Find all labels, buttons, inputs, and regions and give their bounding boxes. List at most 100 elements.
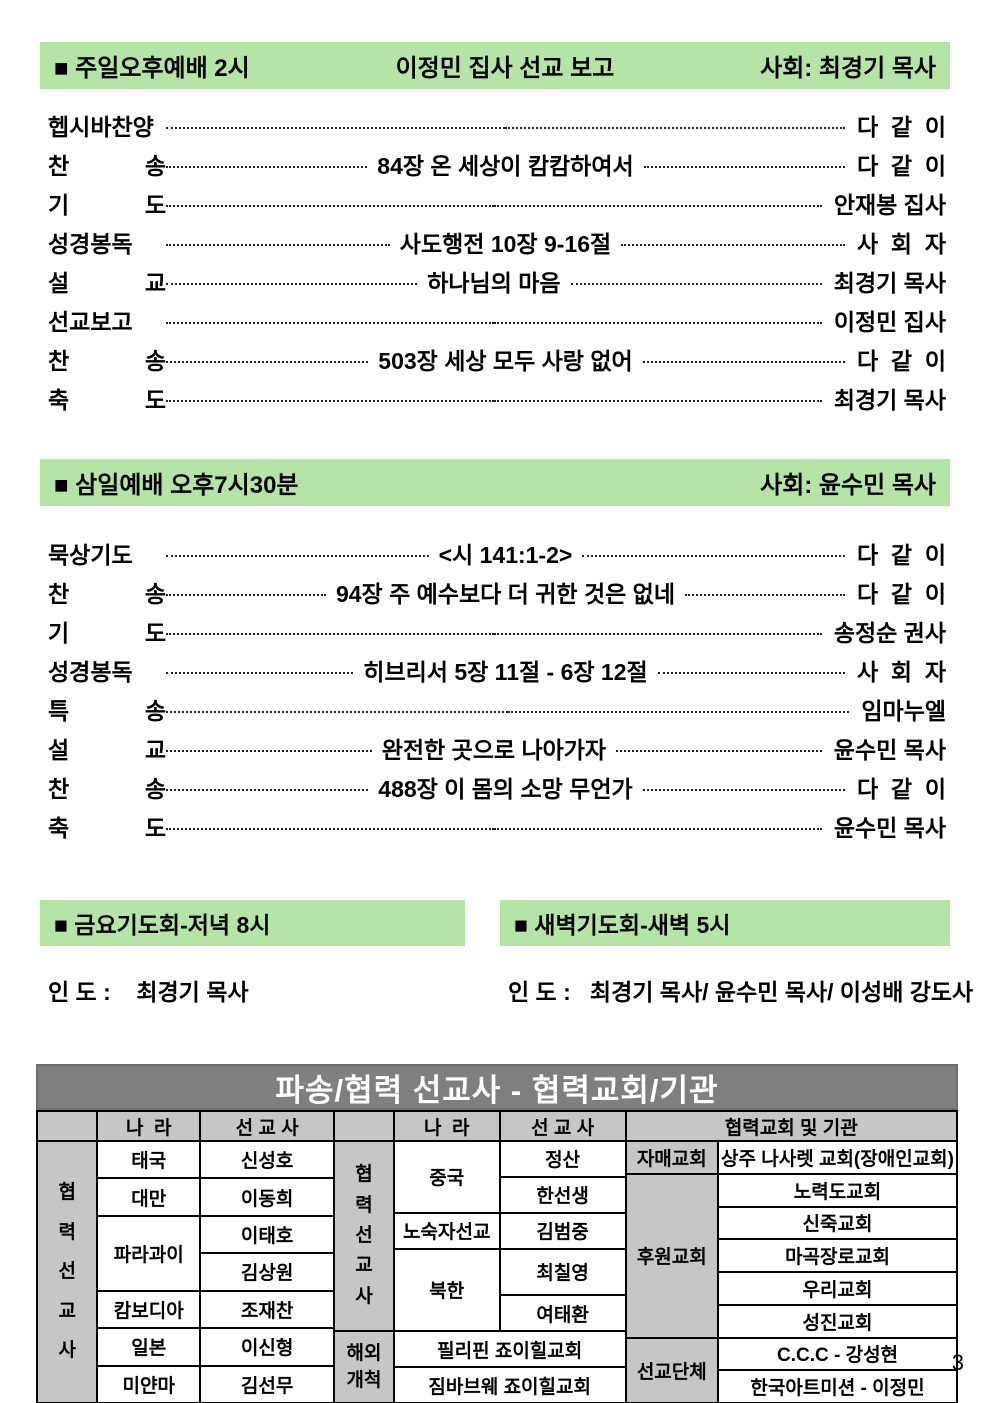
dotted-leader: [166, 788, 369, 791]
page-number: 3: [951, 1350, 964, 1375]
service-label: 찬 송: [48, 152, 166, 179]
header-missionary: 선 교 사: [498, 1110, 627, 1142]
country-cell: 일본: [96, 1327, 202, 1367]
service-person: 다 같 이: [856, 541, 946, 568]
group-label-overseas-pioneer: 해외 개척: [333, 1330, 395, 1403]
country-cell: 파라과이: [96, 1214, 202, 1292]
section-title: ■ 주일오후예배 2시: [54, 55, 250, 82]
dotted-leader: [657, 671, 845, 674]
service-row: 설 교 완전한 곳으로 나아가자 윤수민 목사: [48, 728, 946, 767]
missionary-cell: 이동희: [199, 1177, 336, 1217]
service-person: 최경기 목사: [833, 386, 947, 413]
service-label: 묵상기도: [48, 541, 133, 568]
country-cell: 노숙자선교: [392, 1211, 501, 1250]
pioneer-church-cell: 짐바브웨 죠이힐교회: [392, 1366, 627, 1403]
friday-prayer-block: ■ 금요기도회-저녁 8시 인 도 : 최경기 목사: [40, 900, 465, 1007]
group-label-coop-missionary: 협 력 선 교 사: [333, 1139, 395, 1333]
service-row: 찬 송 488장 이 몸의 소망 무언가 다 같 이: [48, 767, 946, 806]
service-label: 헵시바찬양: [48, 113, 154, 140]
service-person: 다 같 이: [856, 347, 946, 374]
dotted-leader: [166, 749, 372, 752]
country-cell: 미얀마: [96, 1364, 202, 1403]
service-label: 설 교: [48, 736, 166, 763]
service-label: 찬 송: [48, 580, 166, 607]
dotted-leader: [166, 321, 494, 324]
dotted-leader: [166, 632, 494, 635]
dotted-leader: [616, 749, 822, 752]
service-detail: <시 141:1-2>: [438, 541, 573, 568]
service-label: 찬 송: [48, 347, 166, 374]
dotted-leader: [166, 671, 354, 674]
service-order-list-wednesday: 묵상기도 <시 141:1-2> 다 같 이 찬 송 94장 주 예수보다 더 …: [40, 533, 950, 845]
service-label: 설 교: [48, 269, 166, 296]
prayer-meetings: ■ 금요기도회-저녁 8시 인 도 : 최경기 목사 ■ 새벽기도회-새벽 5시…: [40, 900, 974, 1007]
service-person: 이정민 집사: [833, 308, 947, 335]
service-row: 기 도 안재봉 집사: [48, 183, 946, 222]
service-detail: 84장 온 세상이 캄캄하여서: [377, 152, 634, 179]
service-person: 윤수민 목사: [833, 814, 947, 841]
service-label: 특 송: [48, 697, 166, 724]
service-label: 성경봉독: [48, 658, 133, 685]
dotted-leader: [621, 243, 845, 246]
missionary-cell: 여태환: [498, 1294, 627, 1333]
service-label: 축 도: [48, 386, 166, 413]
dotted-leader: [570, 282, 822, 285]
dotted-leader: [166, 593, 326, 596]
header-country: 나 라: [392, 1110, 501, 1142]
section-subtitle: 이정민 집사 선교 보고: [395, 55, 615, 82]
partner-cell: 신죽교회: [717, 1205, 958, 1241]
missionary-cell: 정산: [498, 1140, 627, 1178]
service-person: 안재봉 집사: [833, 191, 947, 218]
service-detail: 사도행전 10장 9-16절: [399, 230, 612, 257]
service-person: 윤수민 목사: [833, 736, 946, 763]
dawn-prayer-block: ■ 새벽기도회-새벽 5시 인 도 : 최경기 목사/ 윤수민 목사/ 이성배 …: [500, 900, 974, 1007]
partner-church-table: 협력교회 및 기관 자매교회 상주 나사렛 교회(장애인교회) 후원교회 노력도…: [624, 1110, 959, 1403]
service-person: 다 같 이: [856, 152, 946, 179]
service-label: 기 도: [48, 619, 166, 646]
service-row: 성경봉독 사도행전 10장 9-16절 사 회 자: [48, 222, 946, 261]
service-person: 다 같 이: [856, 113, 947, 140]
dotted-leader: [507, 710, 850, 713]
mission-table: 파송/협력 선교사 - 협력교회/기관 나 라 선 교 사 협 력 선 교 사 …: [35, 1064, 959, 1403]
header-empty: [333, 1110, 395, 1142]
partner-cell: 상주 나사렛 교회(장애인교회): [717, 1140, 958, 1175]
dotted-leader: [582, 554, 845, 557]
dawn-prayer-leader: 인 도 : 최경기 목사/ 윤수민 목사/ 이성배 강도사: [508, 979, 974, 1005]
missionary-cell: 최칠영: [498, 1247, 627, 1297]
service-person: 송정순 권사: [833, 619, 947, 646]
service-person: 다 같 이: [856, 775, 946, 802]
service-detail: 완전한 곳으로 나아가자: [381, 736, 607, 763]
dotted-leader: [166, 399, 494, 402]
group-label-coop-missionary: 협 력 선 교 사: [35, 1140, 99, 1403]
group-label-mission-org: 선교단체: [624, 1336, 720, 1403]
coop-missionary-table-middle: 나 라 선 교 사 협 력 선 교 사 중국 정산 한선생 노숙자선교 김범중: [333, 1110, 627, 1403]
missionary-cell: 이태호: [199, 1214, 336, 1255]
service-label: 선교보고: [48, 308, 133, 335]
dotted-leader: [493, 204, 822, 207]
dotted-leader: [166, 204, 494, 207]
partner-cell: C.C.C - 강성현: [717, 1336, 958, 1372]
service-label: 찬 송: [48, 775, 166, 802]
group-label-sister-church: 자매교회: [624, 1140, 720, 1175]
missionary-cell: 신성호: [199, 1139, 336, 1180]
service-row: 헵시바찬양 다 같 이: [48, 105, 946, 144]
service-row: 찬 송 503장 세상 모두 사랑 없어 다 같 이: [48, 339, 946, 378]
partner-cell: 한국아트미션 - 이정민: [717, 1369, 958, 1403]
service-row: 성경봉독 히브리서 5장 11절 - 6장 12절 사 회 자: [48, 650, 946, 689]
missionary-cell: 김선무: [199, 1364, 336, 1403]
service-row: 특 송 임마누엘: [48, 689, 946, 728]
section-presider: 사회: 윤수민 목사: [760, 472, 936, 499]
header-missionary: 선 교 사: [199, 1110, 336, 1142]
country-cell: 대만: [96, 1177, 202, 1217]
dawn-prayer-title: ■ 새벽기도회-새벽 5시: [514, 912, 731, 938]
friday-prayer-header: ■ 금요기도회-저녁 8시: [40, 900, 465, 946]
header-partners: 협력교회 및 기관: [624, 1110, 959, 1142]
service-row: 축 도 최경기 목사: [48, 378, 946, 417]
service-label: 축 도: [48, 814, 166, 841]
dotted-leader: [493, 632, 822, 635]
service-label: 기 도: [48, 191, 166, 218]
partner-cell: 마곡장로교회: [717, 1238, 958, 1273]
friday-prayer-title: ■ 금요기도회-저녁 8시: [54, 912, 271, 938]
